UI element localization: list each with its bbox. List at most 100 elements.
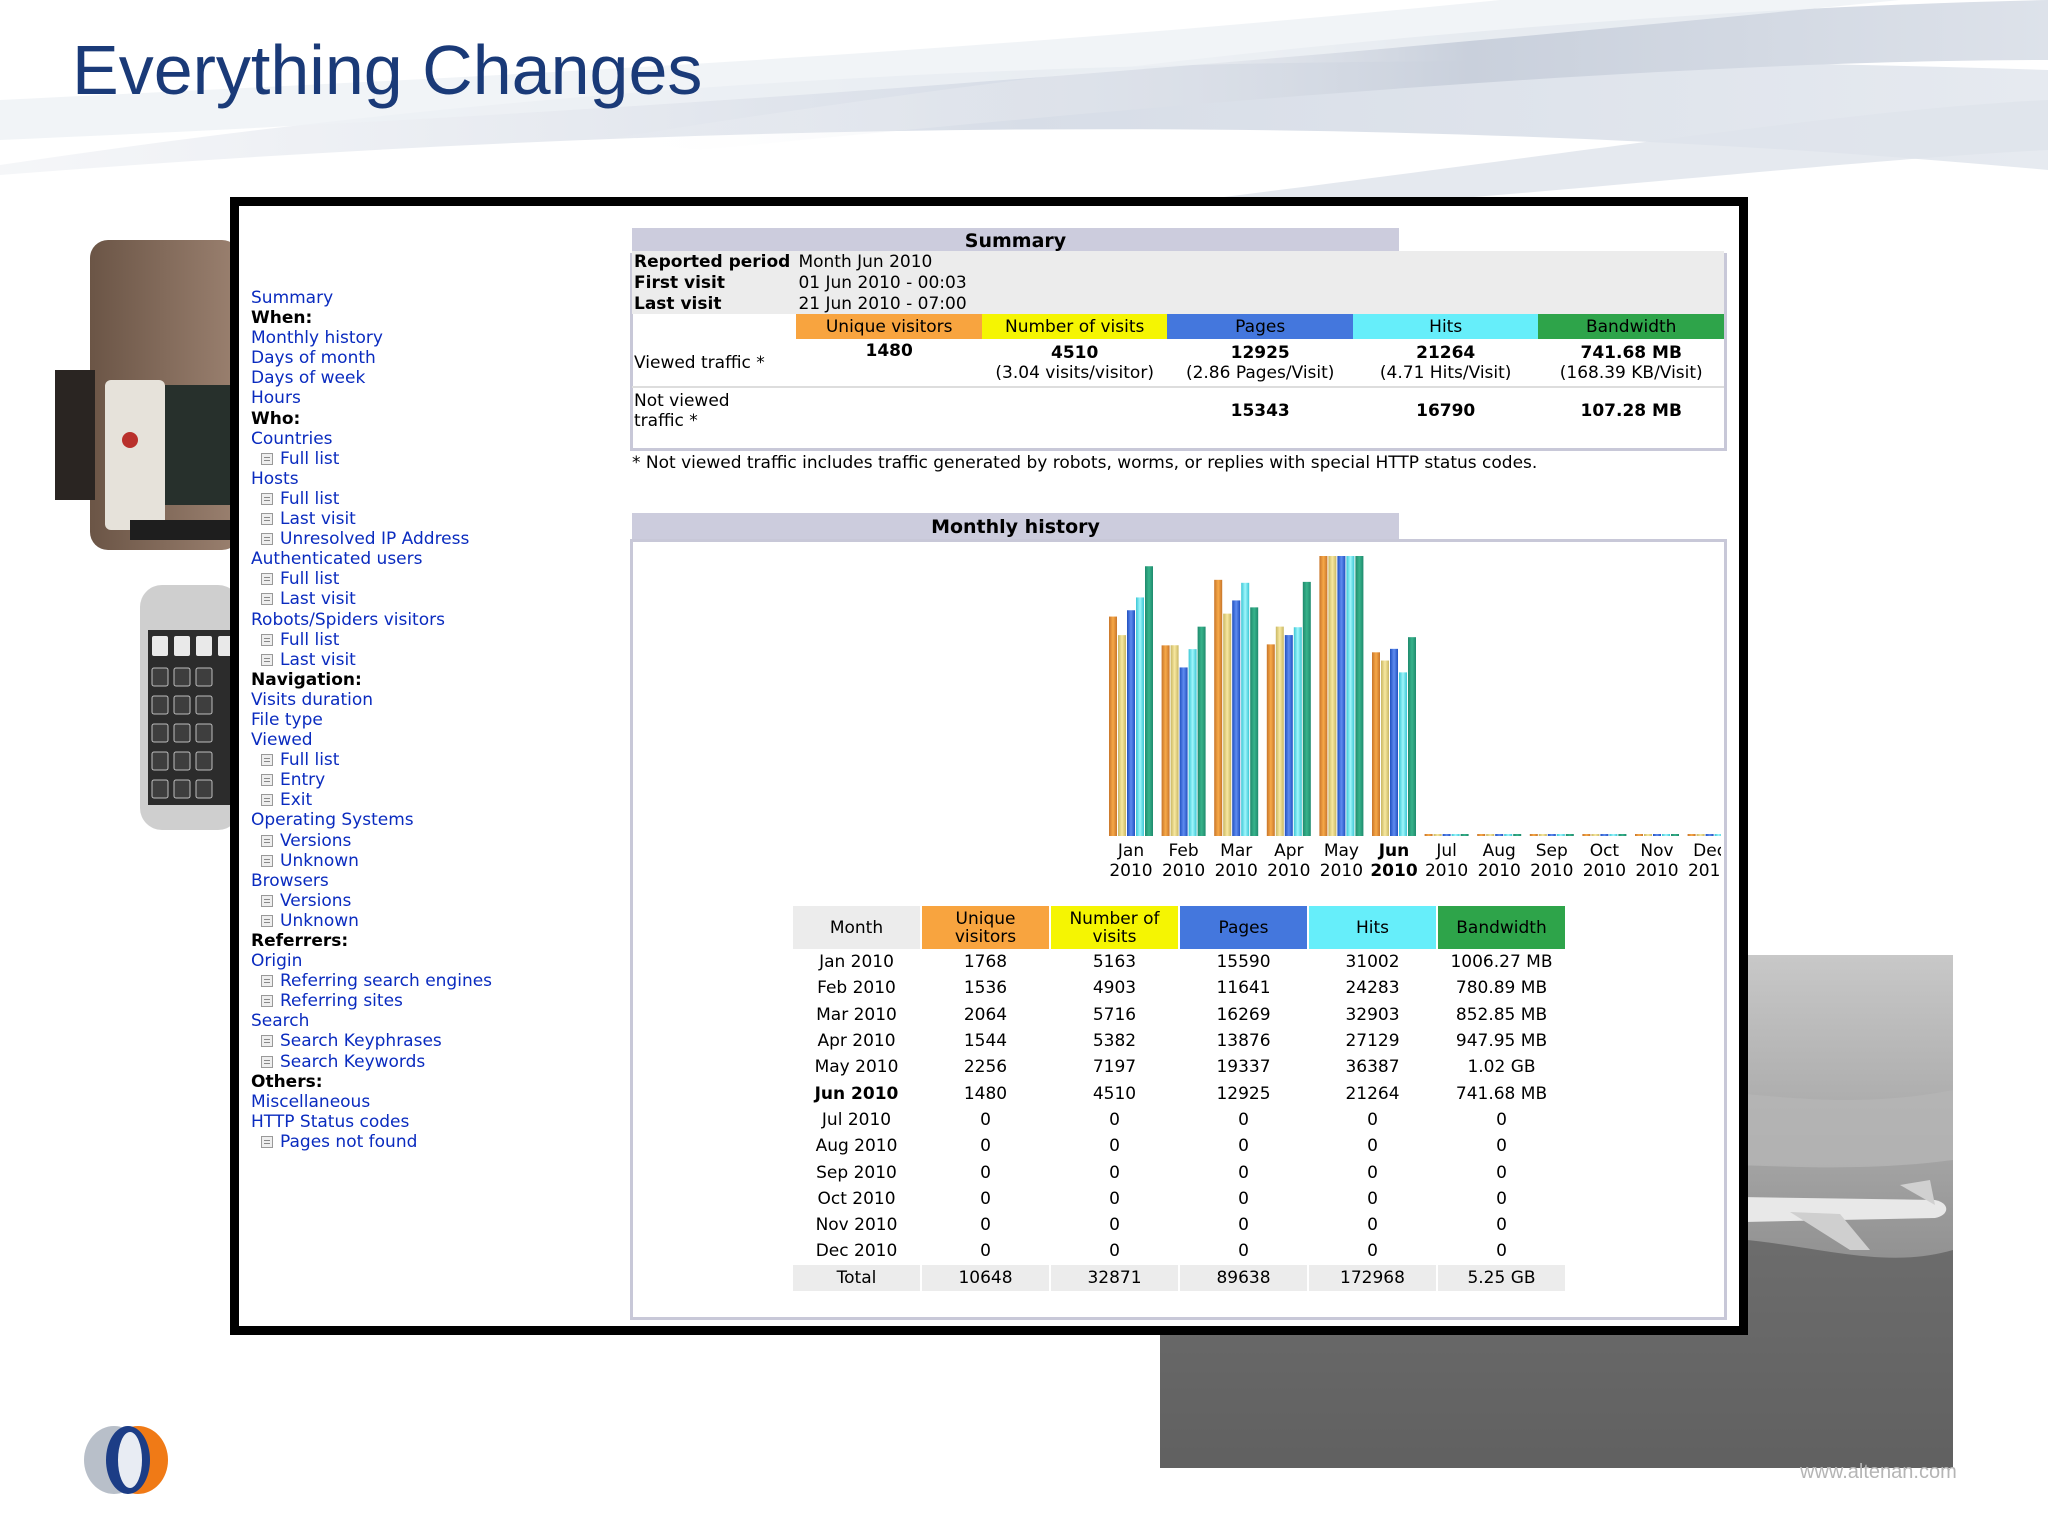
summary-header-hits: Hits [1352,314,1539,339]
sidebar-subitem[interactable]: Unresolved IP Address [251,529,551,549]
value-cell: 0 [1496,1109,1507,1130]
summary-frame [630,253,1727,451]
sidebar-subitem[interactable]: Full list [251,489,551,509]
sidebar-item-label: Last visit [280,509,356,530]
x-tick-year: 2010 [1478,861,1521,881]
sidebar-item-label: Viewed [251,730,313,751]
sidebar-subitem[interactable]: Search Keyphrases [251,1031,551,1051]
sidebar-subitem[interactable]: Versions [251,831,551,851]
sidebar-item[interactable]: Days of week [251,368,551,388]
summary-table: Reported period Month Jun 2010 First vis… [632,251,1724,433]
sidebar-subitem[interactable]: Entry [251,770,551,790]
x-tick-year: 2010 [1635,861,1678,881]
viewed-pages-value: 12925 [1230,342,1290,363]
sidebar-item[interactable]: Browsers [251,871,551,891]
sidebar-subitem[interactable]: Referring search engines [251,971,551,991]
sidebar-item-label: Versions [280,890,352,911]
x-tick-label: Jun [1378,841,1410,861]
month-cell: Jun 2010 [814,1083,899,1104]
page-icon [261,1055,273,1068]
total-value: 89638 [1180,1264,1307,1291]
sidebar-item[interactable]: Hosts [251,469,551,489]
sidebar-subitem[interactable]: Full list [251,449,551,469]
sidebar-subitem[interactable]: Full list [251,569,551,589]
sidebar-subitem[interactable]: Last visit [251,509,551,529]
viewed-hits-value: 21264 [1416,342,1476,363]
sidebar-item-label: Authenticated users [251,549,423,570]
value-cell: 5382 [1092,1031,1137,1052]
page-icon [261,653,273,666]
page-icon [261,1035,273,1048]
sidebar-subitem[interactable]: Pages not found [251,1132,551,1152]
sidebar-subitem[interactable]: Unknown [251,911,551,931]
summary-header-unique: Unique visitors [796,314,982,339]
table-row: Aug 2010 0 0 0 0 0 [793,1133,1565,1159]
x-tick-label: Mar [1220,841,1252,861]
chart-bar [1653,834,1661,836]
month-cell: Oct 2010 [817,1188,896,1209]
monthly-header-cell: Number of visits [1051,906,1178,949]
sidebar-subitem[interactable]: Referring sites [251,991,551,1011]
sidebar-item-label: Robots/Spiders visitors [251,609,445,630]
value-cell: 0 [1109,1109,1120,1130]
sidebar-subitem[interactable]: Full list [251,630,551,650]
sidebar-item-label: Full list [280,750,340,771]
table-row: Nov 2010 0 0 0 0 0 [793,1212,1565,1238]
chart-bar [1591,834,1600,836]
sidebar-item[interactable]: Authenticated users [251,549,551,569]
table-row: Jul 2010 0 0 0 0 0 [793,1107,1565,1133]
sidebar-item[interactable]: Operating Systems [251,810,551,830]
chart-bar [1538,834,1547,836]
monthly-header-cell: Hits [1309,906,1436,949]
value-cell: 27129 [1345,1031,1400,1052]
sidebar-item[interactable]: Visits duration [251,690,551,710]
sidebar-item[interactable]: Miscellaneous [251,1092,551,1112]
vintage-terminal-photo [55,240,240,830]
sidebar-item-label: Full list [280,488,340,509]
sidebar-item[interactable]: Viewed [251,730,551,750]
sidebar-item[interactable]: Hours [251,388,551,408]
sidebar-item[interactable]: Summary [251,288,551,308]
total-label: Total [793,1264,920,1291]
monthly-header-label: Pages [1218,917,1269,938]
sidebar-item[interactable]: Countries [251,429,551,449]
sidebar-subitem[interactable]: Full list [251,750,551,770]
chart-bar [1399,672,1407,836]
value-cell: 4903 [1092,978,1137,999]
sidebar-item[interactable]: File type [251,710,551,730]
value-cell: 31002 [1345,952,1400,973]
first-visit-value: 01 Jun 2010 - 00:03 [798,272,967,293]
page-icon [261,513,273,526]
sidebar-item-label: Others: [251,1071,323,1092]
x-tick-year: 2010 [1215,861,1258,881]
sidebar-item-label: Visits duration [251,689,374,710]
value-cell: 0 [1238,1241,1249,1262]
sidebar-item-label: Hosts [251,468,299,489]
value-cell: 0 [1367,1136,1378,1157]
table-row: Jan 2010 1768 5163 15590 31002 1006.27 MB [793,949,1565,975]
sidebar-item[interactable]: Origin [251,951,551,971]
sidebar-item[interactable]: Search [251,1011,551,1031]
sidebar-item[interactable]: Robots/Spiders visitors [251,610,551,630]
sidebar-subitem[interactable]: Last visit [251,650,551,670]
sidebar-item[interactable]: Days of month [251,348,551,368]
sidebar-item[interactable]: HTTP Status codes [251,1112,551,1132]
sidebar-subitem[interactable]: Last visit [251,589,551,609]
value-cell: 0 [980,1241,991,1262]
x-tick-label: Jul [1435,841,1457,861]
chart-bar [1179,667,1188,836]
sidebar-subitem[interactable]: Search Keywords [251,1052,551,1072]
sidebar-subitem[interactable]: Unknown [251,851,551,871]
sidebar-subitem[interactable]: Exit [251,790,551,810]
x-tick-year: 2010 [1425,861,1468,881]
monthly-header-cell: Unique visitors [922,906,1049,949]
sidebar-item-label: Referring search engines [280,971,493,992]
x-tick-year: 2010 [1109,861,1152,881]
value-cell: 0 [1238,1215,1249,1236]
summary-header-pages: Pages [1167,314,1353,339]
value-cell: 2256 [963,1057,1008,1078]
sidebar-subitem[interactable]: Versions [251,891,551,911]
swoosh-decoration [600,0,2048,150]
sidebar-item[interactable]: Monthly history [251,328,551,348]
x-tick-label: Oct [1590,841,1620,861]
